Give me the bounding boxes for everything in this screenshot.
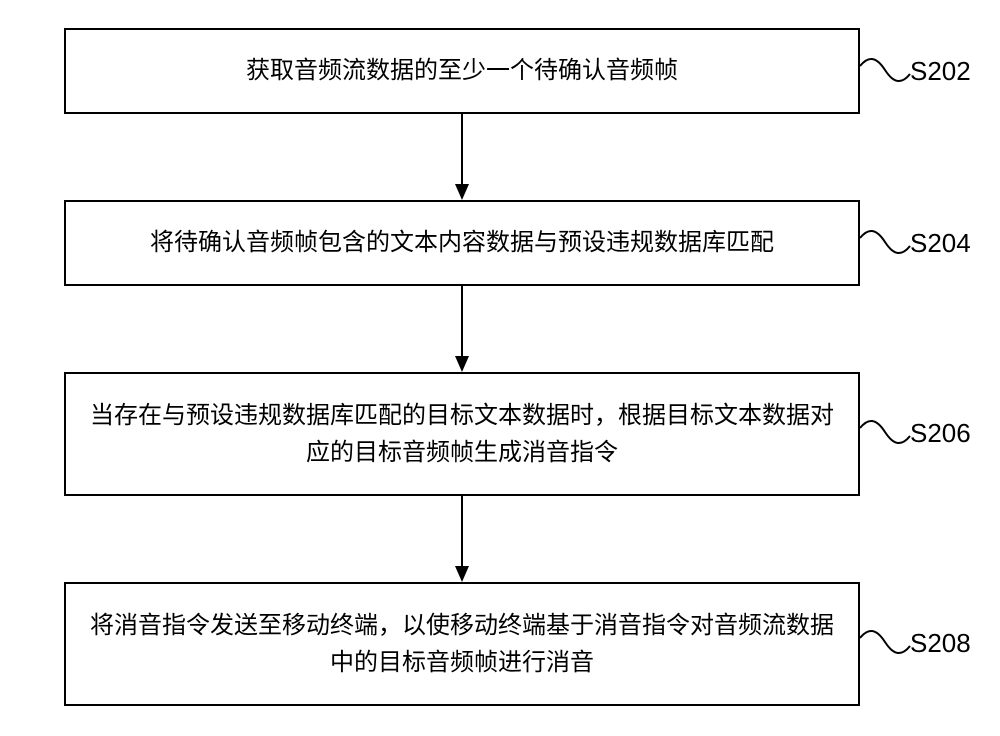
flow-node-3: 当存在与预设违规数据库匹配的目标文本数据时，根据目标文本数据对应的目标音频帧生成… (64, 372, 860, 496)
arrow-3 (452, 496, 472, 582)
step-label-s208: S208 (910, 628, 971, 659)
tilde-connector-2 (858, 226, 912, 258)
flow-node-3-text: 当存在与预设违规数据库匹配的目标文本数据时，根据目标文本数据对应的目标音频帧生成… (90, 397, 834, 471)
flow-node-2-text: 将待确认音频帧包含的文本内容数据与预设违规数据库匹配 (150, 224, 774, 261)
flow-node-4-text: 将消音指令发送至移动终端，以使移动终端基于消音指令对音频流数据中的目标音频帧进行… (90, 607, 834, 681)
arrow-1 (452, 114, 472, 200)
tilde-connector-4 (858, 626, 912, 658)
arrow-2 (452, 286, 472, 372)
flow-node-1-text: 获取音频流数据的至少一个待确认音频帧 (246, 52, 678, 89)
step-label-s206: S206 (910, 418, 971, 449)
tilde-connector-1 (858, 54, 912, 86)
tilde-connector-3 (858, 416, 912, 448)
step-label-s202: S202 (910, 56, 971, 87)
flow-node-1: 获取音频流数据的至少一个待确认音频帧 (64, 28, 860, 114)
flow-node-4: 将消音指令发送至移动终端，以使移动终端基于消音指令对音频流数据中的目标音频帧进行… (64, 582, 860, 706)
flowchart-canvas: 获取音频流数据的至少一个待确认音频帧 将待确认音频帧包含的文本内容数据与预设违规… (0, 0, 1000, 736)
step-label-s204: S204 (910, 228, 971, 259)
flow-node-2: 将待确认音频帧包含的文本内容数据与预设违规数据库匹配 (64, 200, 860, 286)
